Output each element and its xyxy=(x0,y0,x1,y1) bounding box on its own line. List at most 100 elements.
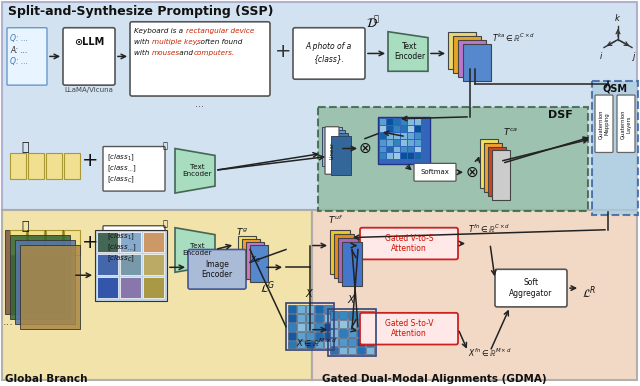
Bar xyxy=(366,338,374,345)
Text: computers.: computers. xyxy=(194,49,235,56)
Bar xyxy=(366,329,374,337)
Bar xyxy=(297,314,305,322)
Bar xyxy=(46,230,62,256)
Bar xyxy=(338,238,358,282)
FancyBboxPatch shape xyxy=(495,269,567,307)
Text: Gated Dual-Modal Alignments (GDMA): Gated Dual-Modal Alignments (GDMA) xyxy=(322,374,547,384)
Text: multiple keys: multiple keys xyxy=(152,39,201,45)
Bar xyxy=(348,311,356,319)
Bar xyxy=(339,338,347,345)
Bar xyxy=(330,311,338,319)
Bar xyxy=(401,119,407,125)
Text: $[class_1]$: $[class_1]$ xyxy=(107,152,134,163)
Text: , often found: , often found xyxy=(196,39,243,45)
FancyBboxPatch shape xyxy=(130,22,270,96)
Bar xyxy=(5,230,65,314)
Bar xyxy=(318,107,588,211)
Text: A: ...: A: ... xyxy=(10,46,28,54)
Text: ⊙LLM: ⊙LLM xyxy=(74,37,104,47)
Bar xyxy=(330,320,338,328)
Bar xyxy=(64,154,80,179)
Bar xyxy=(10,154,26,179)
Bar xyxy=(415,147,421,152)
Bar xyxy=(288,305,296,313)
Bar xyxy=(306,314,314,322)
Bar xyxy=(324,332,332,340)
Text: ⊗: ⊗ xyxy=(358,141,371,156)
Bar xyxy=(324,314,332,322)
Bar xyxy=(328,133,348,172)
FancyBboxPatch shape xyxy=(414,163,456,181)
Bar xyxy=(330,329,338,337)
Bar xyxy=(306,340,314,349)
Bar xyxy=(480,139,498,188)
Bar xyxy=(357,329,365,337)
Bar xyxy=(315,340,323,349)
Text: $T^g$: $T^g$ xyxy=(236,226,248,237)
Polygon shape xyxy=(175,228,215,272)
Bar xyxy=(348,338,356,345)
Bar xyxy=(315,305,323,313)
Text: 🔓: 🔓 xyxy=(21,220,29,233)
Bar xyxy=(448,32,476,69)
Bar xyxy=(288,340,296,349)
Bar xyxy=(97,277,118,298)
Bar xyxy=(143,254,164,275)
Bar xyxy=(415,140,421,146)
Text: DSF: DSF xyxy=(548,110,573,120)
Bar xyxy=(325,130,345,169)
Text: $T^{ca}$: $T^{ca}$ xyxy=(503,125,518,137)
Text: Q: ...: Q: ... xyxy=(10,34,28,43)
Text: LLaMA/Vicuna: LLaMA/Vicuna xyxy=(65,87,113,93)
Bar xyxy=(324,340,332,349)
Bar xyxy=(288,323,296,331)
Text: QSM: QSM xyxy=(602,83,627,93)
FancyBboxPatch shape xyxy=(595,95,613,152)
Text: +: + xyxy=(275,42,291,61)
Bar xyxy=(378,117,430,164)
Text: 🔒: 🔒 xyxy=(163,220,168,229)
Bar xyxy=(250,245,268,282)
FancyBboxPatch shape xyxy=(360,228,458,259)
Text: Keyboard is a: Keyboard is a xyxy=(134,28,186,34)
Bar xyxy=(401,133,407,139)
Bar xyxy=(408,126,414,132)
Bar xyxy=(328,309,376,356)
Bar xyxy=(453,36,481,73)
Text: $i$: $i$ xyxy=(599,49,603,61)
Bar xyxy=(242,239,260,276)
Bar xyxy=(415,154,421,159)
FancyBboxPatch shape xyxy=(360,313,458,345)
Text: ⊗: ⊗ xyxy=(466,165,478,180)
Bar xyxy=(2,210,312,380)
Text: with: with xyxy=(134,49,152,56)
Text: $T^{ka} \in \mathbb{R}^{C\times d}$: $T^{ka} \in \mathbb{R}^{C\times d}$ xyxy=(492,32,535,44)
Bar xyxy=(286,303,334,350)
Bar xyxy=(380,147,386,152)
Bar xyxy=(246,242,264,279)
Bar xyxy=(297,340,305,349)
Bar xyxy=(415,133,421,139)
Bar xyxy=(380,126,386,132)
Bar xyxy=(120,277,141,298)
Bar xyxy=(97,254,118,275)
Bar xyxy=(315,314,323,322)
Bar xyxy=(458,40,486,77)
Text: $[class_1]$: $[class_1]$ xyxy=(107,232,134,242)
Bar xyxy=(408,147,414,152)
Bar xyxy=(387,140,393,146)
Bar xyxy=(380,154,386,159)
Bar xyxy=(394,154,400,159)
Text: ...: ... xyxy=(3,317,14,327)
Bar xyxy=(387,154,393,159)
Bar xyxy=(297,305,305,313)
Bar xyxy=(312,210,637,380)
Text: A photo of a: A photo of a xyxy=(306,42,352,51)
FancyBboxPatch shape xyxy=(103,147,165,191)
Text: $X$: $X$ xyxy=(305,287,315,299)
FancyBboxPatch shape xyxy=(325,127,339,174)
Bar xyxy=(488,147,506,196)
Text: Soft
Aggregator: Soft Aggregator xyxy=(509,278,553,298)
Bar xyxy=(592,81,638,215)
Text: $\mathcal{D}$: $\mathcal{D}$ xyxy=(366,17,378,30)
